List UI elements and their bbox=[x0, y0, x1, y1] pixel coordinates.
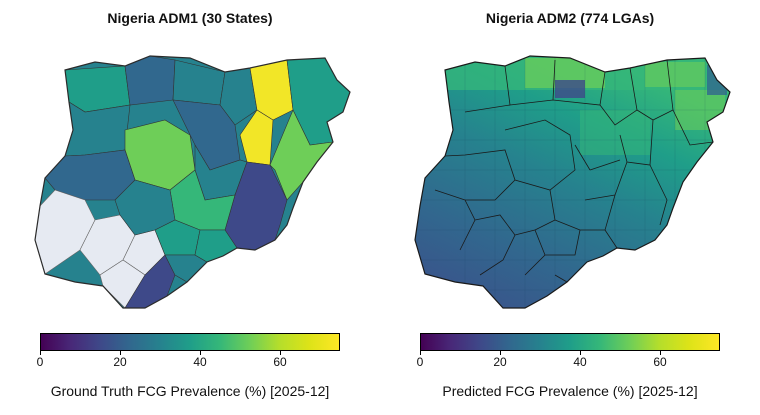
adm2-tick-mark-20 bbox=[500, 351, 501, 355]
adm2-state-overlay bbox=[434, 59, 714, 283]
adm1-country-outline bbox=[34, 55, 351, 309]
adm1-tick-label-20: 20 bbox=[113, 355, 127, 369]
adm1-panel: Nigeria ADM1 (30 States) bbox=[34, 10, 351, 399]
adm2-tick-label-40: 40 bbox=[573, 355, 587, 369]
adm2-colorbar-label: Predicted FCG Prevalence (%) [2025-12] bbox=[442, 383, 698, 399]
adm2-panel: Nigeria ADM2 (774 LGAs) bbox=[380, 0, 760, 415]
adm1-tick-mark-0 bbox=[40, 351, 41, 355]
adm2-colorbar: 0 20 40 60 Predicted FCG Prevalence (%) … bbox=[417, 333, 720, 399]
adm2-tick-mark-60 bbox=[660, 351, 661, 355]
adm1-map bbox=[34, 55, 351, 309]
state-katsina bbox=[172, 59, 226, 106]
adm1-colorbar-label: Ground Truth FCG Prevalence (%) [2025-12… bbox=[50, 383, 330, 399]
adm1-tick-label-60: 60 bbox=[273, 355, 287, 369]
state-sokoto bbox=[64, 65, 131, 113]
adm1-colorbar: 0 20 40 60 Ground Truth FCG Prevalence (… bbox=[37, 333, 340, 399]
adm1-tick-label-40: 40 bbox=[193, 355, 207, 369]
adm2-tick-label-20: 20 bbox=[493, 355, 507, 369]
adm2-kano-dark-cluster bbox=[555, 80, 585, 98]
adm1-colorbar-gradient bbox=[40, 333, 340, 351]
adm2-country-outline bbox=[414, 55, 731, 309]
adm2-colorbar-gradient bbox=[420, 333, 720, 351]
adm2-tick-mark-40 bbox=[580, 351, 581, 355]
state-kebbi bbox=[64, 101, 131, 157]
adm2-tick-label-60: 60 bbox=[653, 355, 667, 369]
adm2-map bbox=[414, 55, 731, 309]
adm1-title: Nigeria ADM1 (30 States) bbox=[107, 10, 273, 26]
adm1-tick-label-0: 0 bbox=[36, 355, 44, 369]
adm2-title: Nigeria ADM2 (774 LGAs) bbox=[485, 10, 655, 26]
adm2-tick-label-0: 0 bbox=[416, 355, 424, 369]
adm1-tick-mark-20 bbox=[120, 351, 121, 355]
adm2-tick-mark-0 bbox=[420, 351, 421, 355]
adm1-tick-mark-60 bbox=[280, 351, 281, 355]
adm1-tick-mark-40 bbox=[200, 351, 201, 355]
